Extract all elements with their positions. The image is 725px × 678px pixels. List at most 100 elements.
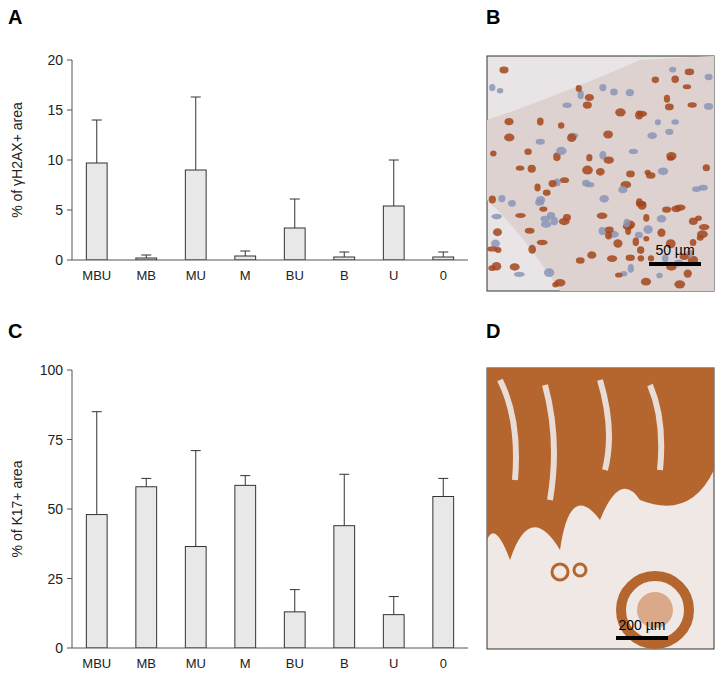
nucleus: [658, 167, 668, 175]
error-cap: [339, 474, 349, 475]
nucleus: [605, 231, 612, 239]
nucleus: [528, 165, 536, 173]
nucleus: [596, 168, 605, 176]
pearl: [574, 564, 586, 576]
nucleus: [610, 89, 618, 96]
y-tick-label: 15: [47, 102, 63, 118]
nucleus: [604, 156, 614, 163]
scale-bar-label: 200 µm: [619, 617, 666, 633]
error-line: [393, 160, 394, 206]
nucleus: [684, 269, 692, 277]
nucleus: [671, 76, 679, 83]
nucleus: [563, 214, 571, 221]
x-tick-label: MU: [186, 268, 206, 283]
error-bar: [290, 199, 300, 228]
nucleus: [635, 110, 643, 119]
bar: [334, 526, 355, 648]
nucleus: [560, 177, 569, 183]
nucleus: [552, 282, 558, 287]
nucleus: [647, 132, 657, 139]
error-bar: [92, 120, 102, 163]
nucleus: [537, 240, 548, 246]
scale-bar: [649, 262, 701, 266]
nucleus: [497, 88, 504, 93]
x-tick-label: M: [240, 268, 251, 283]
x-tick-label: MB: [137, 268, 157, 283]
nucleus: [493, 228, 502, 236]
nucleus: [625, 227, 631, 235]
nucleus: [641, 278, 651, 286]
error-line: [443, 478, 444, 496]
y-tick: [67, 210, 72, 211]
nucleus: [541, 221, 551, 228]
nucleus: [597, 212, 608, 219]
nucleus: [626, 171, 635, 178]
nucleus: [585, 182, 594, 187]
nucleus: [667, 156, 674, 161]
nucleus: [537, 118, 544, 126]
nucleus: [599, 84, 606, 91]
nucleus: [490, 150, 496, 156]
bar: [136, 487, 157, 648]
nucleus: [613, 239, 622, 247]
nucleus: [489, 195, 496, 203]
nucleus: [556, 147, 567, 155]
nucleus: [657, 215, 667, 222]
error-bar: [438, 252, 448, 257]
nucleus: [669, 67, 676, 73]
nucleus: [535, 199, 544, 206]
nucleus: [664, 95, 670, 103]
y-tick-label: 0: [55, 252, 63, 268]
nucleus: [699, 224, 710, 230]
error-line: [393, 597, 394, 615]
nucleus: [636, 198, 643, 207]
y-tick-label: 100: [40, 362, 64, 378]
image-frame: [487, 56, 714, 291]
x-tick-label: B: [340, 268, 349, 283]
pearl: [552, 564, 568, 580]
nucleus: [626, 254, 635, 261]
nucleus: [543, 189, 551, 195]
nucleus: [525, 228, 535, 234]
error-bar: [389, 597, 399, 615]
x-tick-label: B: [340, 656, 349, 671]
y-tick: [67, 260, 72, 261]
panel-label: A: [8, 6, 22, 28]
bar: [235, 485, 256, 648]
nucleus: [498, 195, 505, 202]
nucleus: [544, 268, 554, 277]
x-tick-label: MBU: [82, 268, 111, 283]
nucleus: [671, 119, 679, 124]
x-axis: [72, 260, 468, 261]
error-bar: [191, 97, 201, 170]
nucleus: [492, 262, 502, 271]
error-cap: [438, 478, 448, 479]
nucleus: [638, 255, 645, 261]
error-cap: [191, 97, 201, 98]
nucleus: [643, 236, 649, 241]
error-bar: [141, 478, 151, 486]
nucleus: [576, 257, 585, 263]
nucleus: [685, 69, 694, 76]
error-bar: [240, 251, 250, 256]
nucleus: [534, 184, 540, 192]
nucleus: [666, 152, 676, 160]
x-tick-label: U: [389, 268, 398, 283]
error-cap: [240, 251, 250, 252]
error-bar: [92, 412, 102, 515]
nucleus: [648, 255, 654, 261]
nucleus: [655, 119, 661, 125]
nucleus: [618, 186, 627, 193]
y-tick: [67, 578, 72, 579]
nucleus: [623, 219, 630, 228]
error-line: [96, 412, 97, 515]
figure: ABCDMBUMBMUMBUBU005101520% of γH2AX+ are…: [0, 0, 725, 678]
nucleus: [643, 214, 649, 222]
nucleus: [491, 239, 500, 247]
micrograph-d: 200 µm: [487, 368, 714, 649]
nucleus: [499, 67, 508, 74]
marks: [86, 97, 453, 260]
y-tick-label: 5: [55, 202, 63, 218]
marks: [86, 412, 453, 648]
scale-bar-label: 50 µm: [655, 242, 694, 258]
